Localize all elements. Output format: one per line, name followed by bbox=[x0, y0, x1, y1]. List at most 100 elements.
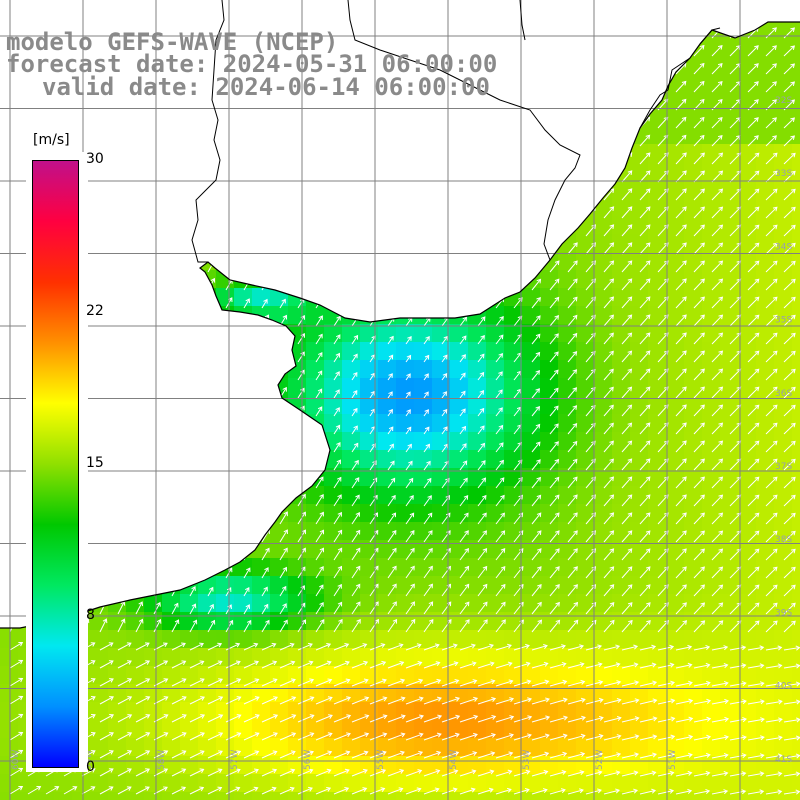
wind-speed-cell bbox=[54, 792, 73, 800]
wind-speed-cell bbox=[522, 360, 541, 379]
wind-speed-cell bbox=[720, 126, 739, 145]
wind-speed-cell bbox=[702, 378, 721, 397]
wind-speed-cell bbox=[252, 720, 271, 739]
wind-speed-cell bbox=[378, 360, 397, 379]
wind-speed-cell bbox=[774, 22, 793, 37]
wind-speed-cell bbox=[684, 144, 703, 163]
wind-speed-cell bbox=[486, 432, 505, 451]
wind-speed-cell bbox=[684, 270, 703, 289]
wind-speed-cell bbox=[36, 792, 55, 800]
wind-vector bbox=[333, 565, 343, 579]
wind-speed-cell bbox=[774, 702, 793, 721]
wind-speed-cell bbox=[630, 594, 649, 613]
wind-speed-cell bbox=[432, 666, 451, 685]
wind-speed-cell bbox=[612, 486, 631, 505]
wind-vector bbox=[459, 372, 466, 381]
wind-vector bbox=[657, 476, 669, 489]
wind-vector bbox=[369, 477, 378, 489]
wind-speed-cell bbox=[486, 558, 505, 577]
wind-speed-cell bbox=[396, 738, 415, 757]
wind-vector bbox=[351, 407, 358, 417]
wind-vector bbox=[675, 260, 687, 273]
wind-vector bbox=[261, 547, 270, 561]
wind-speed-cell bbox=[432, 792, 451, 800]
wind-speed-cell bbox=[414, 504, 433, 523]
wind-speed-cell bbox=[648, 216, 667, 235]
wind-speed-cell bbox=[450, 432, 469, 451]
wind-speed-cell bbox=[486, 720, 505, 739]
wind-vector bbox=[351, 512, 360, 525]
wind-speed-cell bbox=[756, 90, 775, 109]
wind-speed-cell bbox=[594, 252, 613, 271]
wind-speed-cell bbox=[576, 468, 595, 487]
wind-speed-cell bbox=[306, 378, 325, 397]
wind-speed-cell bbox=[648, 774, 667, 793]
wind-speed-cell bbox=[738, 792, 757, 800]
wind-speed-cell bbox=[558, 288, 577, 307]
wind-vector bbox=[675, 422, 687, 435]
wind-vector bbox=[387, 529, 397, 543]
wind-speed-cell bbox=[540, 774, 559, 793]
wind-speed-cell bbox=[612, 792, 631, 800]
wind-speed-cell bbox=[126, 630, 145, 649]
wind-speed-cell bbox=[378, 414, 397, 433]
wind-vector bbox=[621, 296, 633, 309]
wind-speed-cell bbox=[774, 180, 793, 199]
wind-speed-cell bbox=[738, 702, 757, 721]
wind-speed-cell bbox=[126, 684, 145, 703]
wind-speed-cell bbox=[720, 774, 739, 793]
wind-vector bbox=[423, 426, 430, 435]
longitude-label: 60W bbox=[11, 750, 21, 770]
wind-vector bbox=[315, 529, 325, 543]
wind-speed-cell bbox=[738, 612, 757, 631]
wind-speed-cell bbox=[666, 774, 685, 793]
wind-speed-cell bbox=[558, 252, 577, 271]
wind-speed-cell bbox=[504, 396, 523, 415]
wind-vector bbox=[747, 476, 760, 489]
wind-speed-cell bbox=[450, 774, 469, 793]
wind-speed-cell bbox=[450, 324, 469, 343]
latitude-label: 34S bbox=[775, 242, 792, 252]
wind-speed-cell bbox=[792, 180, 800, 199]
wind-speed-cell bbox=[198, 594, 217, 613]
wind-speed-cell bbox=[720, 702, 739, 721]
longitude-label: 55W bbox=[376, 750, 386, 770]
wind-vector bbox=[693, 386, 705, 399]
wind-speed-cell bbox=[720, 36, 739, 55]
wind-vector bbox=[387, 373, 393, 381]
wind-vector bbox=[531, 333, 541, 345]
wind-speed-cell bbox=[792, 144, 800, 163]
wind-speed-cell bbox=[486, 522, 505, 541]
wind-speed-cell bbox=[648, 108, 667, 127]
wind-speed-cell bbox=[684, 342, 703, 361]
wind-speed-cell bbox=[792, 504, 800, 523]
wind-vector bbox=[567, 387, 578, 399]
wind-speed-cell bbox=[630, 288, 649, 307]
wind-speed-cell bbox=[756, 36, 775, 55]
wind-speed-cell bbox=[774, 54, 793, 73]
wind-vector bbox=[351, 459, 359, 471]
wind-vector bbox=[549, 530, 560, 543]
wind-vector bbox=[531, 388, 540, 399]
wind-vector bbox=[243, 619, 252, 633]
wind-vector bbox=[441, 335, 449, 345]
wind-speed-cell bbox=[0, 684, 19, 703]
wind-vector bbox=[441, 512, 451, 525]
wind-speed-cell bbox=[396, 432, 415, 451]
wind-vector bbox=[495, 548, 506, 561]
wind-speed-cell bbox=[342, 486, 361, 505]
wind-vector bbox=[783, 350, 796, 363]
wind-speed-cell bbox=[306, 306, 325, 325]
wind-speed-cell bbox=[468, 324, 487, 343]
wind-vector bbox=[171, 619, 180, 633]
wind-speed-cell bbox=[630, 630, 649, 649]
wind-speed-cell bbox=[792, 108, 800, 127]
wind-speed-cell bbox=[774, 468, 793, 487]
wind-speed-cell bbox=[594, 504, 613, 523]
wind-speed-cell bbox=[522, 720, 541, 739]
wind-vector bbox=[639, 386, 651, 399]
wind-vector bbox=[315, 601, 324, 615]
latitude-label: 39S bbox=[775, 608, 792, 618]
longitude-label: 54W bbox=[449, 750, 459, 770]
wind-speed-cell bbox=[720, 216, 739, 235]
